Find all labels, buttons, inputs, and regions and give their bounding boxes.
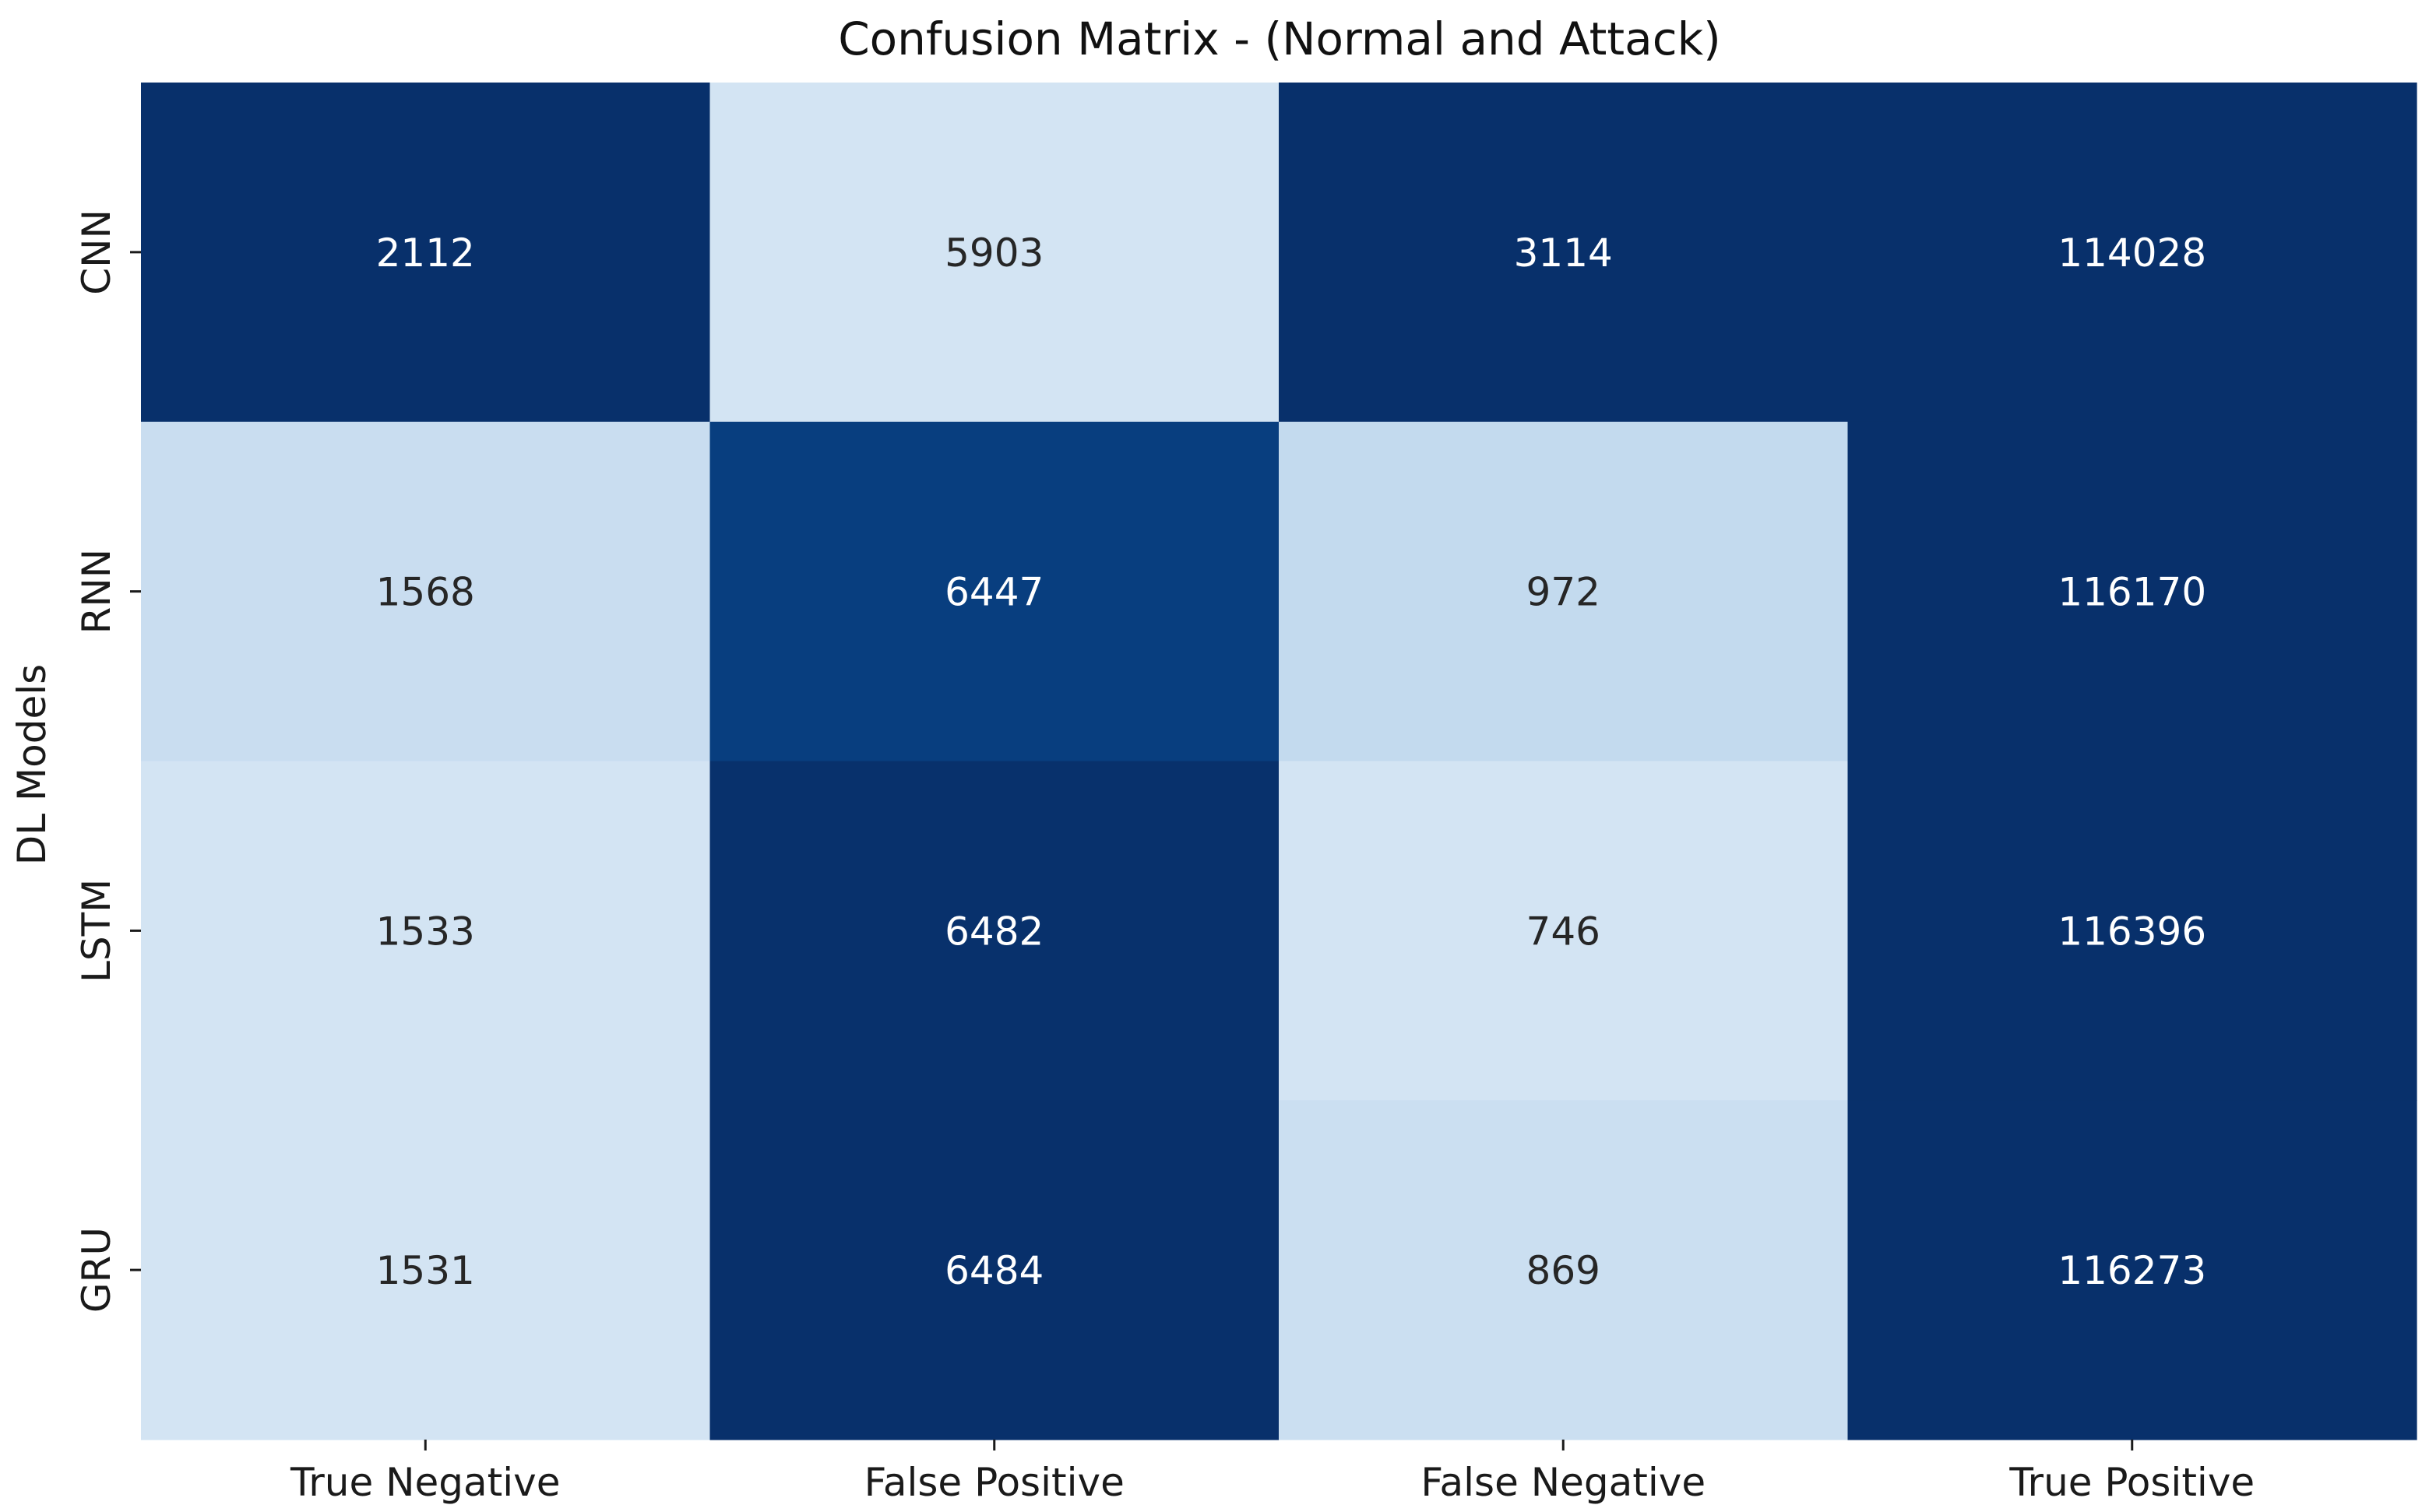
x-tick-label: False Positive [864,1460,1125,1505]
y-tick-label: LSTM [74,879,119,983]
x-tick-label: True Positive [2008,1460,2255,1505]
y-tick-label: RNN [74,549,119,635]
cell-value-label: 6482 [945,909,1044,954]
cell-gru-true-negative [141,1100,711,1440]
x-tick-label: False Negative [1420,1460,1706,1505]
y-tick-label: GRU [74,1227,119,1313]
cell-value-label: 972 [1526,570,1600,615]
y-tick-label: CNN [74,209,119,295]
cell-lstm-true-negative [141,761,711,1101]
cell-rnn-true-positive [1847,421,2417,762]
cell-value-label: 116396 [2058,909,2206,954]
cell-rnn-false-negative [1279,421,1849,762]
x-tick-label: True Negative [290,1460,560,1505]
cell-value-label: 6447 [945,570,1044,615]
cell-lstm-false-negative [1279,761,1849,1101]
cell-value-label: 116273 [2058,1248,2206,1293]
chart-title: Confusion Matrix - (Normal and Attack) [838,12,1721,65]
cell-value-label: 1533 [376,909,475,954]
cell-cnn-false-negative [1279,83,1849,423]
cell-cnn-false-positive [709,83,1280,423]
y-axis-label: DL Models [9,664,55,865]
cell-value-label: 1531 [376,1248,475,1293]
cell-value-label: 116170 [2058,570,2206,615]
cell-value-label: 114028 [2058,230,2206,276]
cell-value-label: 1568 [376,570,475,615]
cell-rnn-true-negative [141,421,711,762]
cell-lstm-true-positive [1847,761,2417,1101]
cell-lstm-false-positive [709,761,1280,1101]
cell-rnn-false-positive [709,421,1280,762]
cell-value-label: 746 [1526,909,1600,954]
y-axis-ticks: CNN RNN LSTM GRU [74,209,141,1313]
x-axis-ticks: True Negative False Positive False Negativ… [290,1440,2255,1505]
cell-value-label: 6484 [945,1248,1044,1293]
cell-gru-true-positive [1847,1100,2417,1440]
cell-value-label: 869 [1526,1248,1600,1293]
cell-gru-false-positive [709,1100,1280,1440]
cell-value-label: 5903 [945,230,1044,276]
cell-cnn-true-positive [1847,83,2417,423]
cell-gru-false-negative [1279,1100,1849,1440]
heatmap-cells: 2112 1568 1533 1531 5903 6447 6482 6484 3114 972 7… [141,83,2417,1440]
cell-cnn-true-negative [141,83,711,423]
cell-value-label: 2112 [376,230,475,276]
cell-value-label: 3114 [1514,230,1613,276]
